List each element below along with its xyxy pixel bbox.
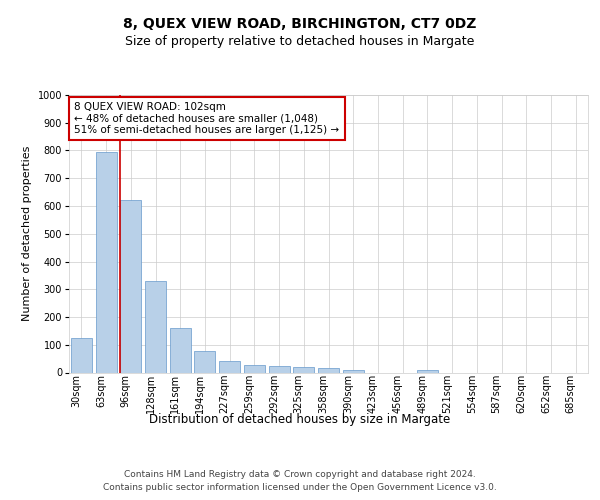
Bar [219,362,240,372]
Y-axis label: Number of detached properties: Number of detached properties [22,146,32,322]
Text: Contains HM Land Registry data © Crown copyright and database right 2024.: Contains HM Land Registry data © Crown c… [124,470,476,479]
Bar [145,282,166,372]
Bar [269,366,290,372]
Bar [120,200,141,372]
Bar [244,365,265,372]
Text: Contains public sector information licensed under the Open Government Licence v3: Contains public sector information licen… [103,482,497,492]
Text: 8, QUEX VIEW ROAD, BIRCHINGTON, CT7 0DZ: 8, QUEX VIEW ROAD, BIRCHINGTON, CT7 0DZ [124,18,476,32]
Bar [293,367,314,372]
Bar [170,328,191,372]
Bar [417,370,438,372]
Text: 8 QUEX VIEW ROAD: 102sqm
← 48% of detached houses are smaller (1,048)
51% of sem: 8 QUEX VIEW ROAD: 102sqm ← 48% of detach… [74,102,340,135]
Text: Size of property relative to detached houses in Margate: Size of property relative to detached ho… [125,35,475,48]
Text: Distribution of detached houses by size in Margate: Distribution of detached houses by size … [149,412,451,426]
Bar [318,368,339,372]
Bar [343,370,364,372]
Bar [95,152,116,372]
Bar [71,338,92,372]
Bar [194,351,215,372]
